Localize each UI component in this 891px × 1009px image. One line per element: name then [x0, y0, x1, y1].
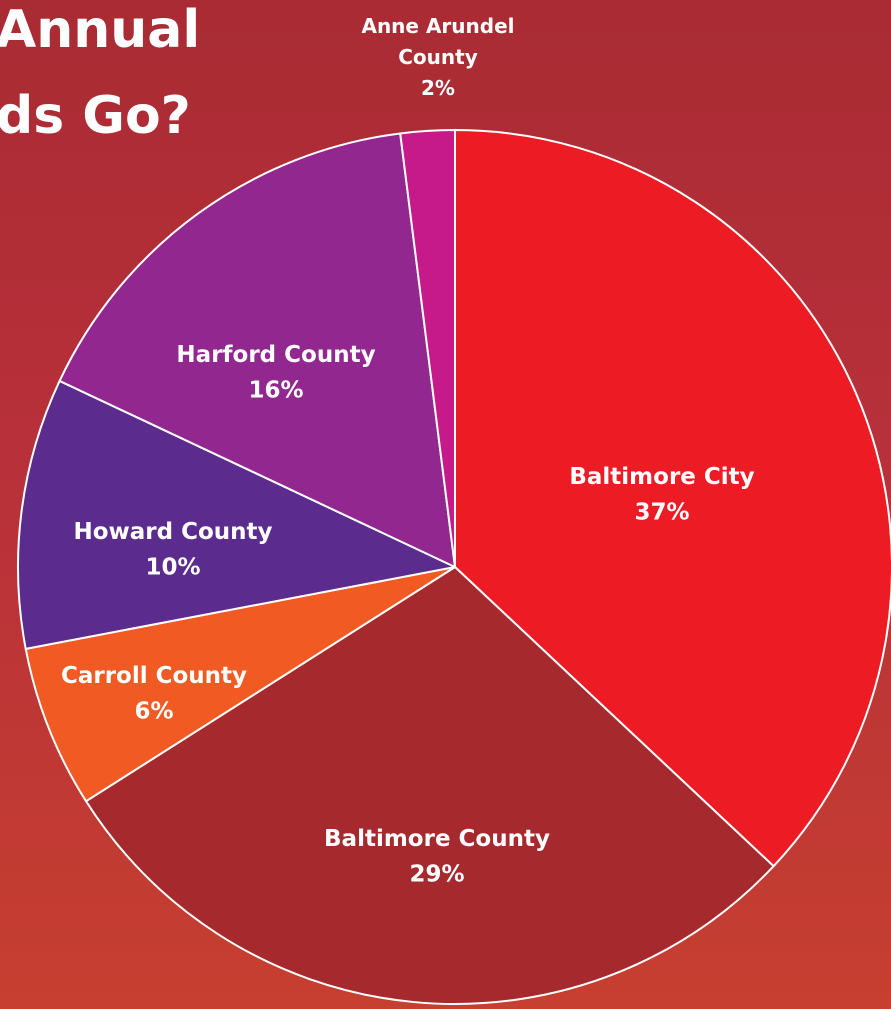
slice-label-harford-county: Harford County 16% — [176, 342, 375, 404]
slice-label-baltimore-city: Baltimore City 37% — [569, 464, 754, 526]
pie-slice-harford-county — [58, 132, 456, 568]
pie-labels: Baltimore City 37% Baltimore County 29% Carr… — [61, 14, 755, 888]
slice-value: 29% — [409, 862, 464, 888]
slice-value: 6% — [134, 699, 173, 725]
pie-slice-baltimore-city — [454, 129, 891, 868]
pie-slice-anne-arundel-county — [399, 129, 456, 568]
slice-label-anne-arundel-county: Anne Arundel County 2% — [361, 14, 514, 100]
pie-slice-carroll-county — [24, 566, 456, 803]
slice-label-howard-county: Howard County 10% — [73, 519, 272, 581]
slice-value: 37% — [634, 500, 689, 526]
title-line-2: ds Go? — [0, 86, 191, 146]
title-line-1: Annual — [0, 0, 201, 60]
slice-value: 2% — [421, 76, 455, 100]
slice-value: 10% — [145, 555, 200, 581]
slice-label-baltimore-county: Baltimore County 29% — [324, 826, 550, 888]
pie-slices — [17, 129, 891, 1005]
pie-slice-howard-county — [17, 379, 456, 650]
pie-slice-baltimore-county — [85, 566, 775, 1005]
slice-label-carroll-county: Carroll County 6% — [61, 663, 247, 725]
slice-value: 16% — [248, 378, 303, 404]
